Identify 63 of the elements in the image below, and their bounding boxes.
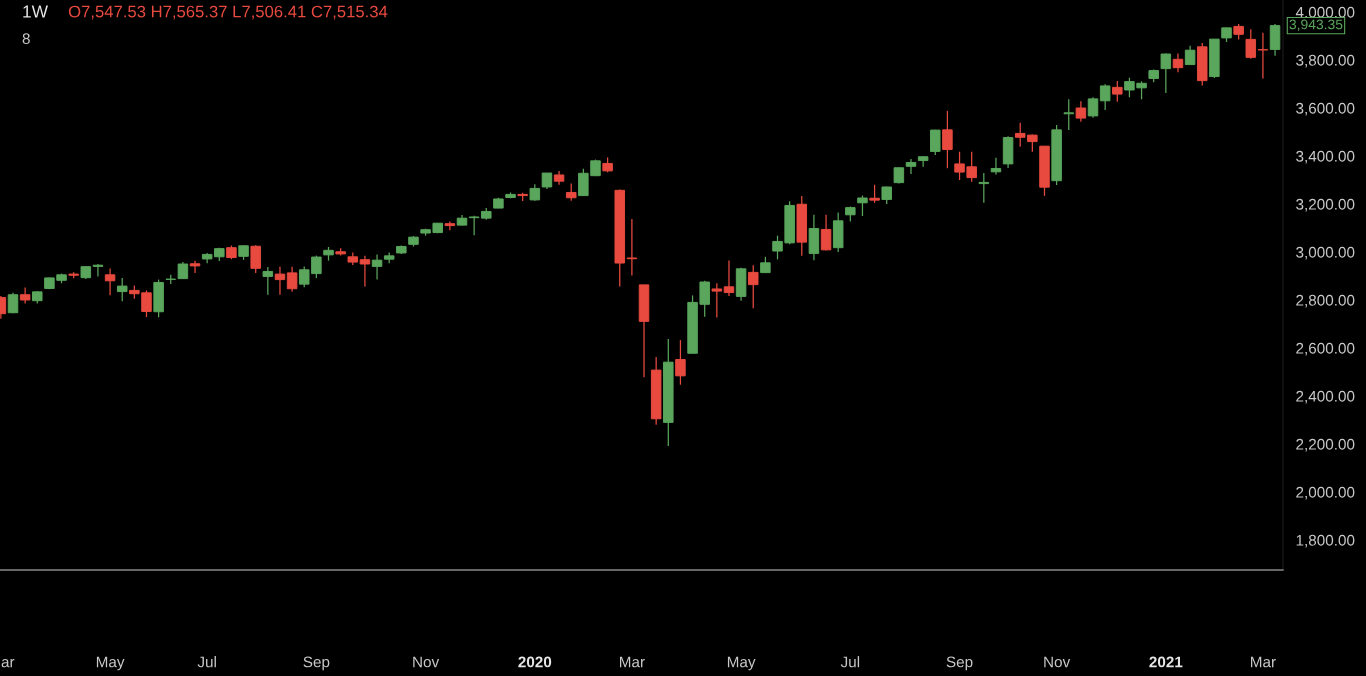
candlestick (723, 259, 735, 297)
candlestick (189, 260, 201, 274)
x-tick-label: May (96, 656, 125, 671)
candlestick (250, 244, 261, 274)
candlestick (905, 158, 917, 175)
candlestick (1245, 28, 1257, 60)
candlestick (1184, 45, 1196, 66)
x-tick-label: Nov (1044, 656, 1071, 668)
y-tick-label: 3,600.00 (1296, 102, 1355, 116)
candlestick (1172, 52, 1184, 73)
y-tick-label: 2,200.00 (1296, 438, 1355, 452)
x-tick-label: ar (1, 658, 15, 668)
candlestick (1075, 100, 1087, 123)
candlestick (675, 339, 686, 386)
candlestick (917, 155, 929, 168)
y-tick-label: 3,200.00 (1296, 198, 1355, 212)
candlestick (359, 255, 371, 288)
candlestick (371, 253, 383, 281)
x-tick-label: 2021 (1149, 656, 1183, 668)
candlestick (444, 220, 456, 231)
annotation: 3,943.35 (1289, 19, 1343, 31)
y-tick-label: 2,000.00 (1296, 486, 1355, 500)
candlestick (19, 286, 31, 305)
candlestick (1160, 52, 1172, 94)
candlestick (711, 282, 723, 319)
y-tick-label: 2,400.00 (1296, 390, 1355, 404)
x-tick-label: Sep (946, 656, 973, 671)
y-tick-label: 1,800.00 (1296, 534, 1355, 548)
candlestick (1257, 32, 1269, 80)
candlestick (262, 266, 274, 296)
y-tick-label: 2,600.00 (1296, 342, 1355, 356)
x-tick-label: Nov (413, 656, 440, 668)
candlestick (1112, 80, 1123, 103)
x-tick-label: Jul (197, 656, 216, 668)
y-tick-label: 3,400.00 (1296, 150, 1355, 164)
y-tick-label: 3,800.00 (1296, 54, 1355, 68)
candlestick (1063, 98, 1075, 131)
candlestick (274, 266, 286, 296)
candlestick (92, 263, 104, 278)
x-tick-label: Mar (1251, 656, 1276, 668)
x-tick-label: Mar (619, 656, 645, 668)
candlestick (978, 172, 990, 204)
y-tick-label: 4,000.00 (1295, 6, 1355, 20)
candlestick (1087, 96, 1099, 119)
candlestick (930, 129, 941, 156)
x-tick-label: Jul (840, 656, 860, 668)
x-tick-label: 2020 (518, 656, 552, 668)
annotation: 8 (22, 33, 30, 45)
annotation: O7,547.53 H7,565.37 L7,506.41 C7,515.34 (68, 5, 388, 20)
y-tick-label: 3,000.00 (1296, 246, 1355, 260)
candlestick (747, 264, 759, 309)
candlestick (1269, 23, 1281, 57)
candlestick (116, 277, 128, 302)
candlestick (286, 266, 298, 293)
candlestick (104, 267, 116, 296)
x-tick-label: May (727, 656, 756, 671)
candlestick (942, 110, 953, 169)
candlestick (857, 194, 868, 217)
x-tick-label: Sep (303, 656, 330, 671)
chart-title: 1W (23, 5, 48, 18)
candlestick (1099, 83, 1111, 111)
candlestick (820, 214, 832, 252)
y-tick-label: 2,800.00 (1296, 294, 1355, 308)
